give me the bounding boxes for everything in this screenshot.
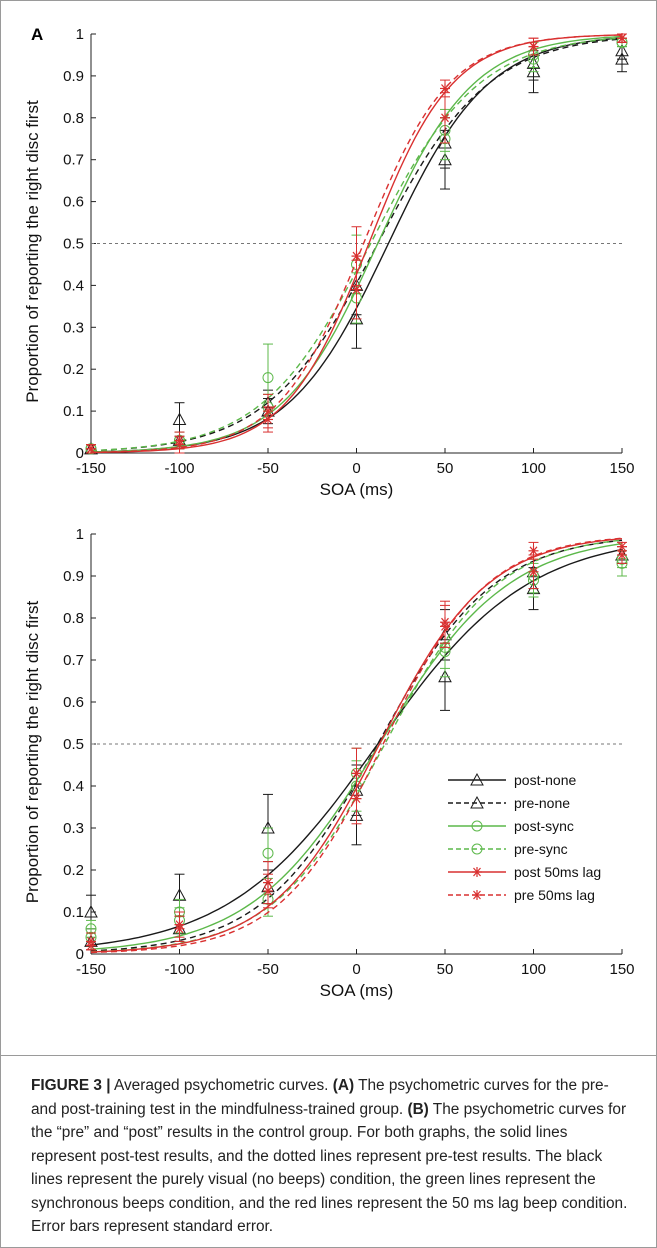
data-point-circle (262, 372, 274, 384)
data-point-star (472, 867, 482, 877)
legend-label: pre-none (514, 795, 570, 811)
x-tick-label: 150 (609, 961, 634, 978)
series-pre-50ms-lag (86, 33, 627, 454)
data-point-star (617, 550, 627, 560)
data-point-circle (262, 847, 274, 859)
data-point-star (472, 890, 482, 900)
data-point-star (351, 793, 362, 804)
x-tick-label: 100 (521, 460, 546, 477)
data-point-star (528, 566, 539, 577)
y-tick-label: 0.7 (63, 152, 84, 169)
y-tick-label: 0 (76, 946, 84, 963)
y-tick-label: 0.2 (63, 862, 84, 879)
y-tick-label: 0.3 (63, 319, 84, 336)
y-tick-label: 1 (76, 526, 84, 543)
y-tick-label: 0.4 (63, 277, 84, 294)
x-tick-label: 150 (609, 460, 634, 477)
data-point-star (351, 284, 362, 295)
data-point-star (263, 414, 273, 425)
y-tick-label: 0.1 (63, 904, 84, 921)
data-point-star (174, 919, 185, 930)
panel-a-chart: A 0 0.1 0.2 0.3 0.4 0.5 0.6 0.7 0.8 0.9 1 -150 -100 -… (23, 25, 635, 499)
caption-figure-label: FIGURE 3 | (31, 1077, 111, 1094)
x-tick-label: 50 (437, 961, 454, 978)
curve-line (90, 548, 623, 946)
data-point-triangle (470, 772, 484, 786)
figure-canvas: A 0 0.1 0.2 0.3 0.4 0.5 0.6 0.7 0.8 0.9 1 -150 -100 -… (23, 25, 635, 1000)
x-tick-label: 100 (521, 961, 546, 978)
data-point-star (528, 41, 539, 52)
x-tick-label: -100 (164, 460, 194, 477)
x-tick-label: 0 (352, 961, 360, 978)
data-point-star (440, 112, 450, 123)
data-point-star (617, 33, 627, 44)
y-tick-label: 0.5 (63, 736, 84, 753)
y-tick-label: 0.8 (63, 610, 84, 627)
y-tick-label: 0.2 (63, 361, 84, 378)
x-axis-label: SOA (ms) (320, 480, 394, 499)
y-tick-label: 0.7 (63, 652, 84, 669)
data-point-star (86, 940, 96, 951)
data-point-circle (471, 843, 483, 855)
data-point-triangle (470, 795, 484, 809)
y-tick-label: 0.6 (63, 694, 84, 711)
y-tick-label: 0.8 (63, 110, 84, 127)
caption-divider (0, 1055, 657, 1056)
series-post-none (84, 546, 629, 946)
x-tick-label: -150 (76, 961, 106, 978)
x-tick-label: -50 (257, 460, 279, 477)
data-point-star (174, 435, 185, 446)
data-point-star (440, 617, 450, 628)
y-tick-label: 0.6 (63, 194, 84, 211)
data-point-star (440, 83, 450, 94)
x-axis-label: SOA (ms) (320, 981, 394, 1000)
x-tick-label: 50 (437, 460, 454, 477)
x-tick-label: -50 (257, 961, 279, 978)
y-tick-label: 0.5 (63, 236, 84, 253)
y-tick-label: 0.9 (63, 68, 84, 85)
x-tick-label: -150 (76, 460, 106, 477)
panel-b-chart: 0 0.1 0.2 0.3 0.4 0.5 0.6 0.7 0.8 0.9 1 -150 -100 -50… (23, 526, 635, 1000)
x-tick-label: 0 (352, 460, 360, 477)
legend-label: post-none (514, 772, 576, 788)
y-axis-label: Proportion of reporting the right disc f… (23, 601, 42, 904)
data-point-star (263, 886, 273, 896)
legend-label: post-sync (514, 818, 574, 834)
y-tick-label: 0.3 (63, 820, 84, 837)
data-point-triangle (615, 43, 629, 57)
data-point-triangle (172, 412, 187, 425)
legend-label: post 50ms lag (514, 864, 601, 880)
data-point-star (86, 443, 96, 454)
panel-a-letter: A (31, 25, 43, 44)
y-tick-label: 0.1 (63, 403, 84, 420)
caption-b-text: The psychometric curves for the “pre” an… (31, 1100, 628, 1236)
data-point-star (351, 251, 362, 262)
data-point-star (528, 545, 539, 556)
y-tick-label: 0.9 (63, 568, 84, 585)
legend-label: pre 50ms lag (514, 887, 595, 903)
y-axis-label: Proportion of reporting the right disc f… (23, 100, 42, 403)
caption-title: Averaged psychometric curves. (110, 1077, 333, 1094)
series-pre-50ms-lag (86, 537, 627, 954)
figure-caption: FIGURE 3 | Averaged psychometric curves.… (31, 1074, 633, 1239)
caption-b-ref: (B) (407, 1100, 429, 1118)
caption-a-text: The psychometric curves for the pre- and… (31, 1077, 609, 1118)
caption-a-ref: (A) (332, 1077, 355, 1094)
legend: post-none pre-none post-sync pre-sync post 5… (448, 772, 601, 903)
y-tick-label: 0 (76, 445, 84, 462)
y-tick-label: 1 (76, 26, 84, 43)
x-tick-label: -100 (164, 961, 194, 978)
legend-label: pre-sync (514, 841, 568, 857)
data-point-triangle (84, 904, 98, 918)
y-tick-label: 0.4 (63, 778, 84, 795)
data-point-circle (471, 820, 483, 832)
data-point-star (617, 541, 627, 552)
